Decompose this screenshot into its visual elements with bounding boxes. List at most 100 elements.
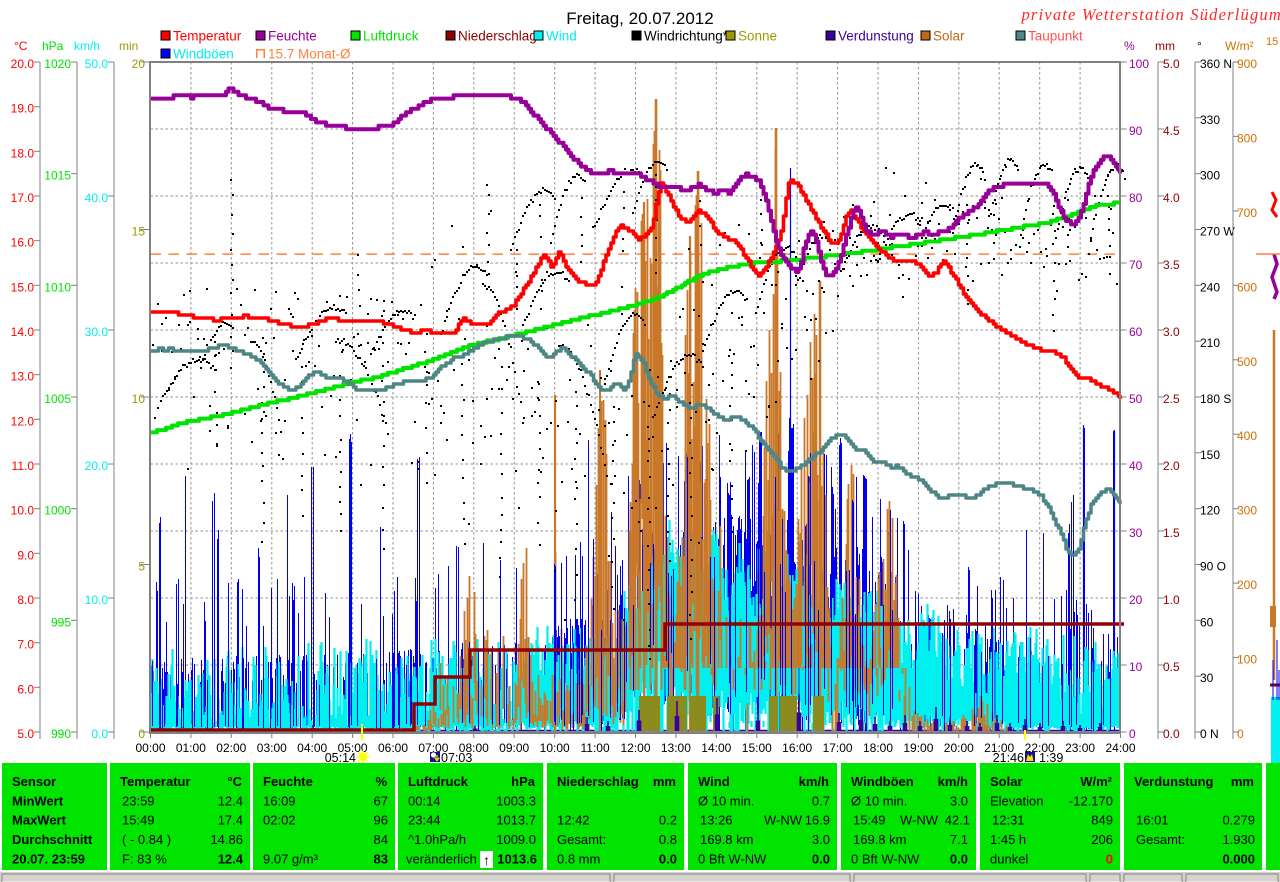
svg-text:Windböen: Windböen — [173, 47, 234, 62]
svg-text:67: 67 — [374, 794, 388, 809]
svg-text:3.0: 3.0 — [950, 794, 968, 809]
svg-text:16:09: 16:09 — [263, 794, 296, 809]
svg-text:600: 600 — [1237, 280, 1257, 294]
svg-text:0.0: 0.0 — [812, 852, 830, 867]
svg-text:13:26: 13:26 — [700, 813, 733, 828]
svg-text:3.0: 3.0 — [812, 832, 830, 847]
svg-text:700: 700 — [1237, 206, 1257, 220]
svg-text:01:00: 01:00 — [176, 741, 206, 755]
svg-text:Windrichtung*: Windrichtung* — [644, 29, 729, 44]
svg-text:500: 500 — [1237, 355, 1257, 369]
svg-text:Wind: Wind — [698, 774, 730, 789]
svg-text:0: 0 — [1106, 852, 1113, 867]
svg-text:07:03: 07:03 — [441, 751, 472, 765]
svg-text:10: 10 — [1129, 660, 1143, 674]
svg-text:330: 330 — [1200, 113, 1220, 127]
svg-text:3.5: 3.5 — [1163, 258, 1180, 272]
svg-text:02:00: 02:00 — [216, 741, 246, 755]
svg-text:13.0: 13.0 — [11, 370, 35, 384]
svg-text:km/h: km/h — [938, 774, 968, 789]
svg-text:995: 995 — [51, 615, 71, 629]
svg-text:23:44: 23:44 — [408, 813, 441, 828]
svg-text:15.0: 15.0 — [11, 280, 35, 294]
svg-text:150: 150 — [1200, 448, 1220, 462]
svg-text:240: 240 — [1200, 280, 1220, 294]
svg-text:Ø 10 min.: Ø 10 min. — [851, 794, 907, 809]
svg-text:1.930: 1.930 — [1222, 832, 1255, 847]
svg-text:90 O: 90 O — [1200, 560, 1226, 574]
svg-text:3.0: 3.0 — [1163, 325, 1180, 339]
svg-text:1.0: 1.0 — [1163, 593, 1180, 607]
svg-text:360 N: 360 N — [1200, 57, 1232, 71]
svg-text:30: 30 — [1129, 526, 1143, 540]
svg-text:km/h: km/h — [799, 774, 829, 789]
svg-text:15: 15 — [132, 225, 146, 239]
svg-text:%: % — [375, 774, 387, 789]
svg-text:19.0: 19.0 — [11, 102, 35, 116]
svg-text:0 Bft W-NW: 0 Bft W-NW — [698, 852, 767, 867]
svg-text:10: 10 — [132, 392, 146, 406]
svg-text:800: 800 — [1237, 131, 1257, 145]
svg-text:hPa: hPa — [42, 39, 64, 53]
svg-text:W-NW: W-NW — [900, 813, 939, 828]
svg-text:00:14: 00:14 — [408, 794, 441, 809]
svg-text:0: 0 — [1237, 727, 1244, 741]
svg-text:Elevation: Elevation — [990, 794, 1043, 809]
svg-text:min: min — [119, 39, 138, 53]
svg-text:15: 15 — [1266, 36, 1278, 48]
svg-text:20.0: 20.0 — [11, 57, 35, 71]
svg-text:20:00: 20:00 — [944, 741, 974, 755]
svg-text:18.0: 18.0 — [11, 146, 35, 160]
svg-text:0.0: 0.0 — [91, 727, 108, 741]
svg-text:60: 60 — [1200, 615, 1214, 629]
svg-text:1015: 1015 — [44, 169, 71, 183]
svg-text:Sensor: Sensor — [12, 774, 56, 789]
svg-text:206: 206 — [1091, 832, 1113, 847]
svg-text:15:49: 15:49 — [853, 813, 886, 828]
svg-text:1:39: 1:39 — [1039, 751, 1063, 765]
svg-text:1003.3: 1003.3 — [496, 794, 536, 809]
svg-text:12:00: 12:00 — [620, 741, 650, 755]
svg-text:Solar: Solar — [933, 29, 965, 44]
svg-text:Sonne: Sonne — [738, 29, 777, 44]
svg-text:06:00: 06:00 — [378, 741, 408, 755]
svg-text:23:00: 23:00 — [1065, 741, 1095, 755]
svg-text:08:00: 08:00 — [459, 741, 489, 755]
svg-text:Windböen: Windböen — [851, 774, 914, 789]
svg-text:Taupunkt: Taupunkt — [1028, 29, 1083, 44]
svg-text:12.4: 12.4 — [218, 794, 243, 809]
svg-text:°C: °C — [14, 39, 28, 53]
svg-text:03:00: 03:00 — [257, 741, 287, 755]
svg-text:300: 300 — [1237, 504, 1257, 518]
svg-text:990: 990 — [51, 727, 71, 741]
svg-text:16.9: 16.9 — [805, 813, 830, 828]
svg-text:10.0: 10.0 — [11, 504, 35, 518]
svg-text:Wind: Wind — [546, 29, 577, 44]
svg-text:20: 20 — [1129, 593, 1143, 607]
svg-text:1020: 1020 — [44, 57, 71, 71]
svg-text:0.0: 0.0 — [1163, 727, 1180, 741]
svg-text:11.0: 11.0 — [12, 459, 35, 473]
svg-text:1005: 1005 — [44, 392, 71, 406]
svg-text:90: 90 — [1129, 124, 1143, 138]
svg-text:Temperatur: Temperatur — [120, 774, 191, 789]
svg-text:60: 60 — [1129, 325, 1143, 339]
svg-text:100: 100 — [1237, 653, 1257, 667]
svg-text:40: 40 — [1129, 459, 1143, 473]
svg-text:Verdunstung: Verdunstung — [838, 29, 914, 44]
svg-text:↑: ↑ — [483, 852, 490, 868]
svg-text:169.8 km: 169.8 km — [853, 832, 906, 847]
svg-text:Gesamt:: Gesamt: — [557, 832, 606, 847]
svg-text:20.07. 23:59: 20.07. 23:59 — [12, 852, 85, 867]
svg-text:Durchschnitt: Durchschnitt — [12, 832, 93, 847]
svg-text:2.5: 2.5 — [1163, 392, 1180, 406]
svg-text:22:00: 22:00 — [1025, 741, 1055, 755]
svg-text:1013.7: 1013.7 — [496, 813, 536, 828]
svg-text:02:02: 02:02 — [263, 813, 296, 828]
svg-text:0 N: 0 N — [1200, 727, 1219, 741]
svg-text:300: 300 — [1200, 169, 1220, 183]
svg-text:21:46: 21:46 — [993, 751, 1024, 765]
svg-text:5.0: 5.0 — [17, 727, 34, 741]
svg-text:0.000: 0.000 — [1222, 852, 1255, 867]
svg-text:0.8 mm: 0.8 mm — [557, 852, 600, 867]
